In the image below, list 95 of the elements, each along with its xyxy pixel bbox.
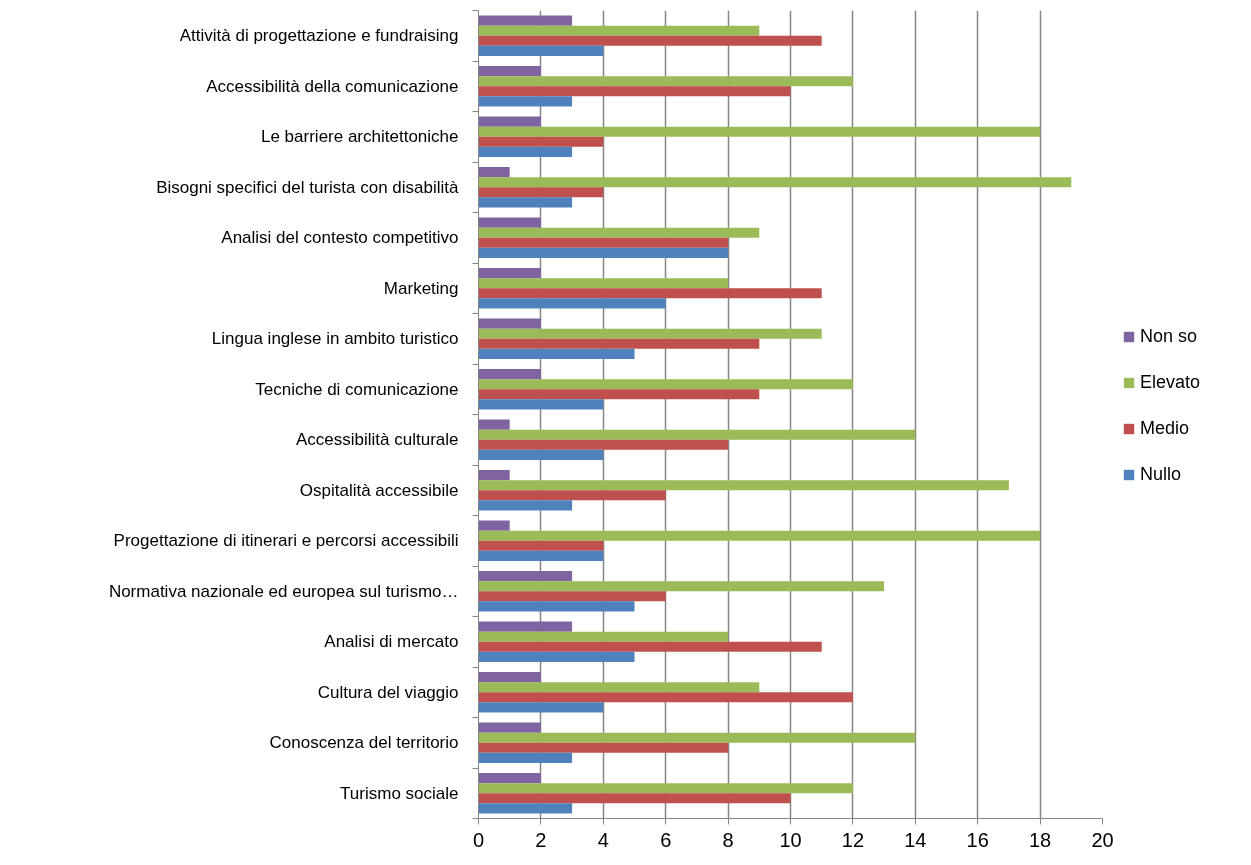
y-tick-label: Analisi del contesto competitivo — [221, 228, 459, 248]
bar — [478, 45, 604, 56]
x-tick-label: 16 — [966, 828, 989, 851]
x-tick-label: 6 — [660, 828, 672, 851]
y-tick-label: Marketing — [383, 278, 459, 298]
y-tick-label: Tecniche di comunicazione — [255, 379, 459, 399]
bar — [478, 621, 573, 632]
y-tick-label: Turismo sociale — [340, 783, 459, 803]
bar — [478, 742, 729, 753]
bar — [478, 247, 729, 258]
bar — [478, 692, 853, 703]
bar — [478, 803, 573, 814]
bar — [478, 96, 573, 107]
bar — [478, 379, 853, 390]
bar — [478, 641, 822, 652]
bar — [478, 399, 604, 410]
bar — [478, 268, 541, 279]
bar — [478, 702, 604, 713]
bar — [478, 793, 791, 804]
bar — [478, 540, 604, 551]
y-tick-label: Cultura del viaggio — [317, 682, 459, 702]
bar — [478, 288, 822, 299]
bar — [478, 550, 604, 561]
bar — [478, 500, 573, 511]
bar — [478, 187, 604, 198]
x-tick-label: 4 — [597, 828, 609, 851]
x-tick-label: 8 — [722, 828, 734, 851]
y-tick-label: Conoscenza del territorio — [269, 733, 459, 753]
bar — [478, 237, 729, 248]
x-tick-label: 20 — [1091, 828, 1114, 851]
legend-label: Elevato — [1140, 371, 1201, 393]
bar — [478, 298, 666, 309]
bar — [478, 369, 541, 380]
bar — [478, 732, 916, 743]
bar — [478, 197, 573, 208]
bar — [478, 389, 760, 400]
bar — [478, 571, 573, 582]
legend-label: Medio — [1140, 417, 1190, 439]
bar — [478, 76, 853, 87]
bar — [478, 490, 666, 501]
bar — [478, 35, 822, 46]
bar — [478, 682, 760, 693]
bar — [478, 591, 666, 602]
bar — [478, 278, 729, 289]
y-tick-label: Ospitalità accessibile — [299, 480, 459, 500]
y-tick-label: Normativa nazionale ed europea sul turismo… — [108, 581, 459, 601]
y-tick-label: Accessibilità culturale — [295, 430, 459, 450]
bar — [478, 439, 729, 450]
bar — [478, 773, 541, 784]
bar — [478, 126, 1041, 137]
x-tick-label: 0 — [472, 828, 485, 851]
bar — [478, 66, 541, 77]
bar — [478, 348, 635, 359]
bar — [478, 520, 510, 531]
y-tick-label: Progettazione di itinerari e percorsi accessibili — [113, 531, 459, 551]
y-tick-label: Le barriere architettoniche — [261, 127, 459, 147]
x-tick-label: 2 — [535, 828, 547, 851]
y-tick-label: Lingua inglese in ambito turistico — [211, 329, 459, 349]
bar — [478, 86, 791, 97]
bar — [478, 631, 729, 642]
bar — [478, 530, 1041, 541]
bar — [478, 752, 573, 763]
x-tick-label: 18 — [1028, 828, 1052, 851]
x-tick-label: 14 — [904, 828, 927, 851]
legend-label: Nullo — [1140, 463, 1182, 485]
bar — [478, 419, 510, 430]
y-tick-label: Analisi di mercato — [324, 632, 459, 652]
bar — [478, 15, 573, 26]
bar — [478, 25, 760, 36]
bar — [478, 177, 1072, 188]
bar — [478, 338, 760, 349]
bar — [478, 136, 604, 147]
legend-label: Non so — [1140, 325, 1198, 347]
bar — [478, 672, 541, 683]
bar — [478, 146, 573, 157]
y-tick-label: Bisogni specifici del turista con disabilità — [156, 177, 460, 197]
bar — [478, 651, 635, 662]
bar — [478, 116, 541, 127]
y-tick-label: Attività di progettazione e fundraising — [179, 26, 459, 46]
bar — [478, 429, 916, 440]
bar — [478, 227, 760, 238]
bar — [478, 328, 822, 339]
bar — [478, 581, 885, 592]
x-tick-label: 12 — [841, 828, 865, 851]
y-tick-label: Accessibilità della comunicazione — [206, 76, 459, 96]
bar — [478, 601, 635, 612]
bar — [478, 783, 853, 794]
bar — [478, 167, 510, 178]
bar — [478, 480, 1009, 491]
x-tick-label: 10 — [779, 828, 802, 851]
bar — [478, 722, 541, 733]
bar — [478, 449, 604, 460]
bar — [478, 470, 510, 481]
bar — [478, 318, 541, 329]
bar — [478, 217, 541, 228]
